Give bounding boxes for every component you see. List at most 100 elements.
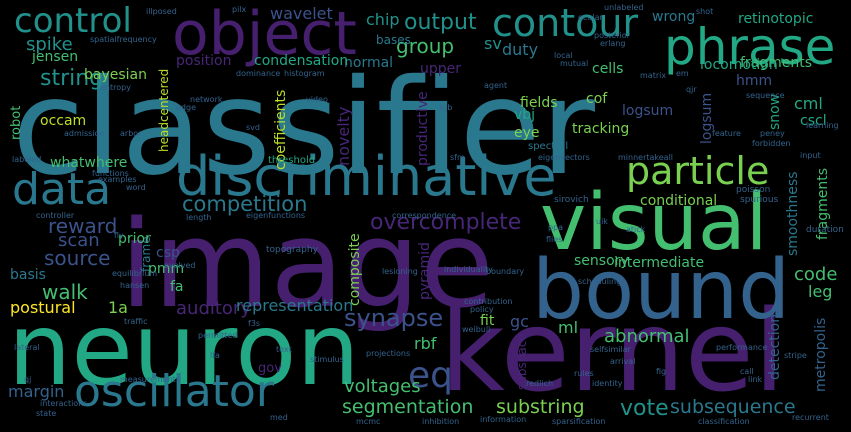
word-dimensionality: sequence: [746, 91, 785, 100]
word-eigenvectors: eigenvectors: [538, 153, 590, 162]
word-wavelet: wavelet: [270, 4, 333, 23]
word-tracking: cof: [586, 91, 608, 107]
word-classification: sparsification: [552, 417, 606, 426]
word-mutual: mutual: [560, 59, 589, 68]
word-information: classification: [698, 417, 750, 426]
word-hansen: hansen: [120, 281, 150, 290]
word-duty: duty: [502, 40, 539, 59]
word-cml: hmm: [736, 73, 773, 89]
word-locomotion: fragments: [740, 55, 813, 71]
word-abnormal: abnormal: [604, 326, 690, 347]
word-redlich: redlich: [526, 379, 554, 388]
word-pmm: pmm: [148, 261, 185, 277]
word-bayesian: condensation: [254, 53, 349, 69]
word-overcomplete: overcomplete: [370, 210, 522, 235]
word-fly: fly: [114, 231, 124, 240]
word-lfa: lfa: [210, 351, 220, 360]
word-matrix: matrix: [640, 71, 667, 80]
word-unlabeled: unlabeled: [604, 3, 644, 12]
word-particle: particle: [626, 149, 770, 193]
word-individuality: lesioning: [382, 267, 418, 276]
word-stimulus: stimulus: [310, 355, 344, 364]
word-substring: substring: [496, 396, 585, 418]
word-occam: bayesian: [84, 67, 147, 83]
word-threshold: threshold: [268, 155, 316, 166]
word-object: object: [172, 0, 357, 69]
word-rbf: rbf: [414, 334, 437, 353]
word-segmentation: segmentation: [342, 396, 474, 418]
word-spatialfrequency: spatialfrequency: [90, 35, 157, 44]
word-composite: productive: [415, 91, 431, 166]
word-arbor: arbor: [120, 129, 142, 138]
word-eq: eq: [408, 355, 453, 396]
word-smoothness: smoothness: [785, 171, 801, 257]
word-robot: occam: [40, 113, 87, 129]
word-fit: fit: [480, 313, 495, 329]
word-equilibrium: equilibrium: [112, 269, 158, 278]
word-pyramid: pyramid: [417, 242, 433, 300]
word-output: output: [404, 10, 477, 35]
word-postural: postural: [10, 298, 76, 317]
word-illposed: illposed: [146, 7, 177, 16]
word-instances: novelty: [334, 106, 353, 166]
word-representation: representation: [236, 296, 354, 315]
word-chip: chip: [366, 10, 400, 29]
word-sfm: sfm: [450, 153, 465, 162]
word-discriminative: discriminative: [176, 145, 557, 208]
word-pilx: pilx: [232, 5, 247, 14]
word-input: input: [800, 151, 821, 160]
word-data: data: [12, 164, 112, 215]
word-traffic: traffic: [124, 317, 148, 326]
word-inhibition: inhibition: [422, 417, 460, 426]
word-contribution: contribution: [464, 297, 513, 306]
word-interactions: interactions: [40, 399, 88, 408]
word-arrival: arrival: [610, 357, 636, 366]
word-word: word: [126, 183, 146, 192]
word-ppa: ppa: [548, 223, 564, 232]
word-basis: basis: [10, 267, 46, 283]
word-normal: cells: [592, 61, 624, 77]
word-control: control: [14, 1, 132, 41]
word-recurrent: recurrent: [792, 413, 829, 422]
word-qj: f3s: [248, 319, 261, 328]
word-kernel: kernel: [440, 287, 785, 417]
word-controller: controller: [36, 211, 75, 220]
word-spike: spike: [26, 34, 73, 55]
word-peney: peney: [760, 129, 785, 138]
word-state: state: [36, 409, 57, 418]
word-functions: functions: [92, 169, 129, 178]
word-whatwhere: jensen: [32, 49, 79, 65]
word-admission: admission: [64, 129, 105, 138]
word-ocular: ocular: [578, 13, 603, 22]
word-policy: policy: [470, 305, 494, 314]
word-spectral: spectral: [528, 141, 569, 152]
word-bound: bound: [532, 243, 791, 338]
word-conditional: conditional: [640, 193, 718, 209]
word-f3s: individuality: [444, 265, 493, 274]
word-permitted: permitted: [198, 331, 238, 340]
word-margin: margin: [8, 382, 65, 401]
word-intermediate: intermediate: [614, 255, 705, 271]
word-position: normal: [344, 55, 394, 71]
word-fa: fa: [170, 279, 184, 295]
word-classifier: classifier: [12, 51, 595, 205]
word-eye: logsum: [622, 103, 674, 119]
word-atick: atick: [626, 225, 646, 234]
word-coefficients: robot: [9, 105, 24, 140]
word-performance: performance: [716, 343, 768, 352]
word-flies: flies: [546, 235, 563, 244]
word-dominance: dominance: [236, 69, 281, 78]
word-qjr: qjr: [686, 85, 697, 94]
word-code: code: [794, 264, 838, 285]
word-em: em: [676, 69, 689, 78]
word-wrong: wrong: [652, 9, 696, 25]
word-boundary: boundary: [486, 267, 525, 276]
word-neuron: neuron: [8, 291, 360, 408]
word-string: string: [40, 66, 104, 91]
word-upper: vbj: [514, 107, 536, 123]
word-source: source: [44, 246, 111, 270]
word-csp: csp: [156, 245, 180, 261]
word-oscillator: oscillator: [74, 366, 274, 417]
word-minnertakeall: minnertakeall: [618, 153, 674, 162]
